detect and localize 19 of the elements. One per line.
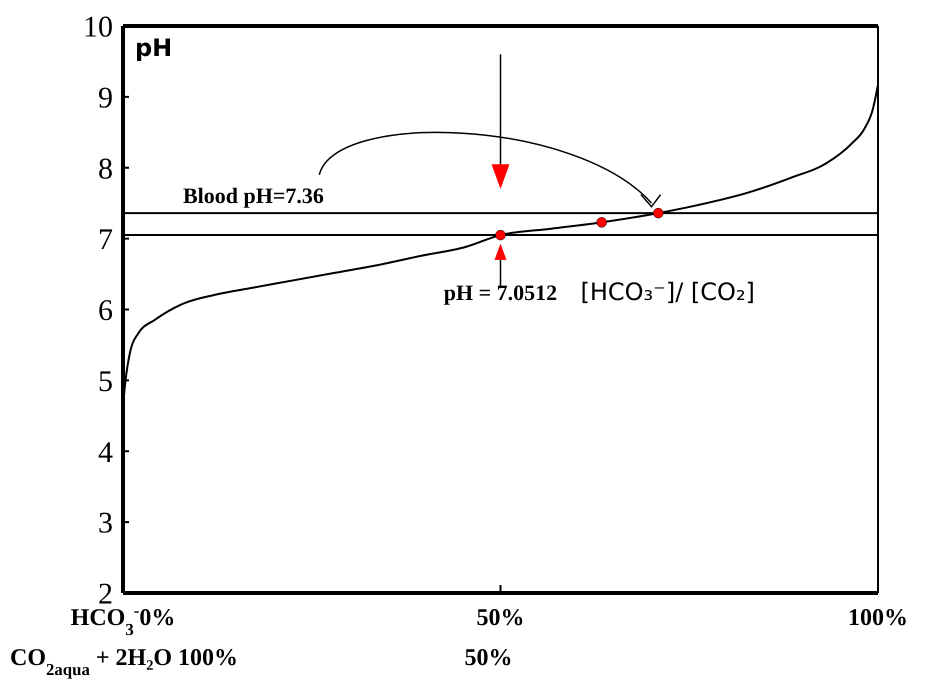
text: 50%: [464, 645, 512, 671]
text: CO$_{2aqua}$ + 2H₂O 100%: [10, 645, 238, 678]
y-tick-label: 10: [83, 10, 113, 44]
y-tick-label: 9: [98, 81, 113, 114]
point: [495, 230, 506, 240]
legend-label: pH = 7.0512: [444, 280, 558, 305]
ref-line-label: Blood pH=7.36: [183, 183, 324, 208]
y-tick-label: 6: [98, 294, 113, 327]
y-tick-label: 3: [98, 506, 113, 540]
y-axis-title: pH: [135, 34, 172, 62]
point: [653, 208, 664, 218]
y-tick-label: 5: [98, 364, 113, 398]
y-tick-label: 7: [98, 223, 113, 256]
x-tick-label: 50%: [476, 605, 524, 631]
x-tick-label: 100%: [848, 605, 908, 631]
point: [596, 217, 607, 228]
annotation: [HCO₃⁻]/ [CO₂]: [580, 278, 755, 306]
y-tick-label: 4: [98, 436, 113, 469]
y-tick-label: 8: [98, 152, 113, 186]
